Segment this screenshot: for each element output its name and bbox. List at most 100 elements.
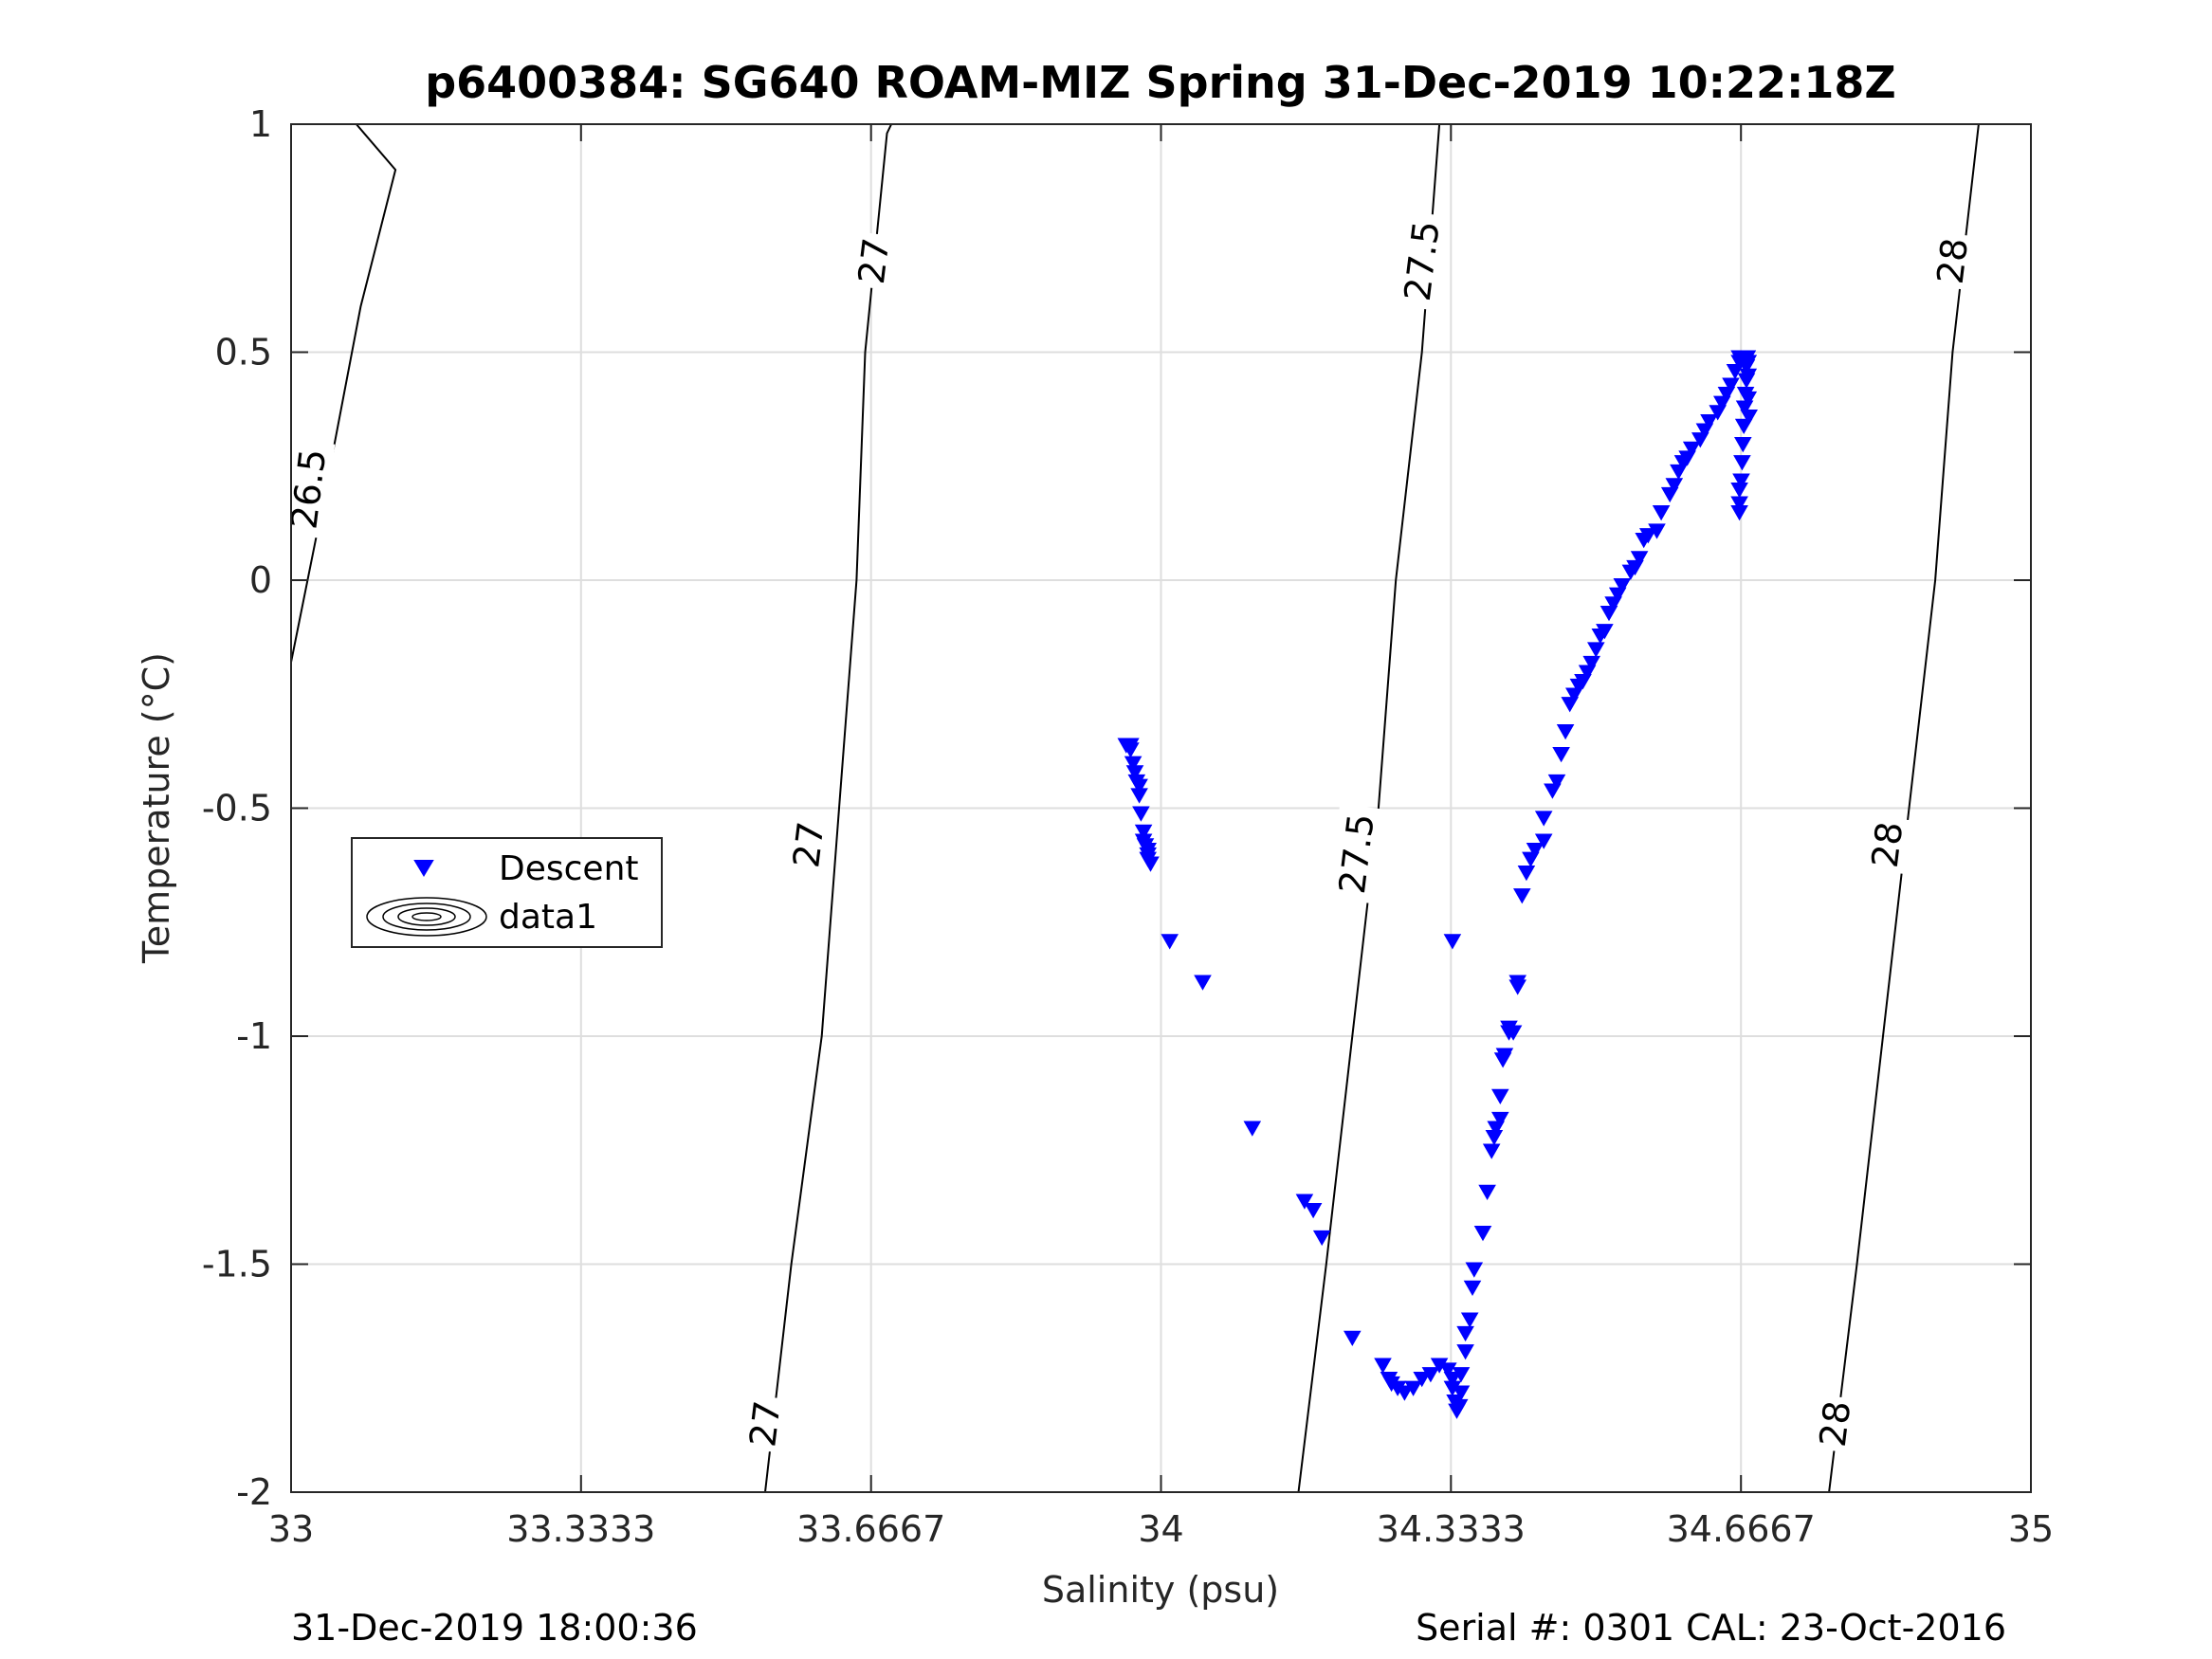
- descent-point: [1439, 1362, 1457, 1378]
- descent-point: [1730, 496, 1748, 512]
- descent-point: [1130, 788, 1148, 804]
- contour-label-bg: [848, 231, 899, 291]
- descent-point: [1452, 1385, 1471, 1401]
- descent-point: [1452, 1367, 1471, 1383]
- descent-point: [1312, 1230, 1331, 1247]
- descent-point: [1124, 756, 1143, 772]
- descent-point: [1739, 368, 1758, 385]
- x-tick-label: 35: [2008, 1508, 2054, 1550]
- descent-point: [1495, 1048, 1514, 1064]
- contour-label-27.5: 27.5: [1327, 803, 1383, 903]
- y-tick-label: -1.5: [202, 1244, 272, 1285]
- descent-point: [1734, 418, 1753, 435]
- descent-point: [1443, 1372, 1462, 1388]
- contour-label-27: 27: [848, 231, 899, 291]
- descent-point: [1517, 866, 1536, 882]
- descent-point: [1460, 1312, 1479, 1328]
- y-tick-label: -2: [236, 1471, 272, 1513]
- contour-label-28: 28: [1927, 231, 1977, 291]
- descent-point: [1613, 578, 1632, 594]
- descent-point: [1730, 505, 1748, 521]
- y-tick-label: 0: [249, 559, 272, 601]
- descent-point: [1125, 765, 1144, 781]
- contour-label-text: 27: [785, 819, 832, 869]
- descent-point: [1732, 473, 1750, 489]
- y-tick-label: 1: [249, 103, 272, 145]
- footer-serial-cal: Serial #: 0301 CAL: 23-Oct-2016: [1416, 1607, 2006, 1649]
- descent-point: [1243, 1121, 1262, 1137]
- contour-label-bg: [782, 814, 833, 875]
- x-tick-label: 34.3333: [1377, 1508, 1526, 1550]
- y-axis-label: Temperature (°C): [136, 652, 177, 964]
- descent-point: [1534, 833, 1553, 849]
- legend-descent-marker: [413, 860, 434, 877]
- descent-point: [1142, 856, 1160, 872]
- contour-26.5: [290, 123, 397, 663]
- contour-label-text: 28: [1864, 819, 1911, 869]
- descent-point: [1582, 655, 1600, 672]
- legend: Descent data1: [351, 837, 663, 948]
- descent-point: [1130, 778, 1148, 794]
- descent-point: [1491, 1088, 1509, 1105]
- contour-label-27: 27: [739, 1394, 790, 1453]
- descent-point: [1722, 377, 1740, 393]
- descent-point: [1508, 979, 1526, 995]
- descent-point: [1161, 934, 1179, 950]
- chart-title: p6400384: SG640 ROAM-MIZ Spring 31-Dec-2…: [425, 57, 1896, 108]
- x-tick-label: 34.6667: [1667, 1508, 1816, 1550]
- descent-point: [1413, 1372, 1431, 1388]
- descent-point: [1482, 1143, 1501, 1159]
- descent-point: [1465, 1262, 1484, 1278]
- y-tick-label: -0.5: [202, 788, 272, 830]
- descent-point: [1740, 410, 1758, 426]
- descent-series: [1117, 350, 1758, 1419]
- legend-descent-label: Descent: [499, 849, 639, 888]
- contour-label-text: 28: [1929, 236, 1977, 286]
- x-tick-label: 33.3333: [506, 1508, 655, 1550]
- contour-label-text: 27: [850, 236, 898, 286]
- descent-point: [1630, 551, 1649, 567]
- contour-label-text: 27: [741, 1398, 789, 1449]
- contour-label-27: 27: [782, 814, 833, 875]
- legend-data1-label: data1: [499, 898, 597, 937]
- descent-point: [1734, 436, 1752, 453]
- descent-point: [1596, 624, 1614, 640]
- descent-point: [1456, 1325, 1474, 1342]
- descent-point: [1396, 1385, 1414, 1401]
- contour-label-bg: [280, 439, 336, 539]
- contour-label-text: 28: [1812, 1398, 1859, 1449]
- descent-point: [1344, 1330, 1362, 1347]
- descent-point: [1513, 888, 1531, 904]
- descent-point: [1739, 391, 1758, 408]
- contour-27: [764, 123, 893, 1493]
- y-tick-label: 0.5: [215, 332, 272, 374]
- descent-point: [1421, 1367, 1440, 1383]
- contour-label-27.5: 27.5: [1393, 210, 1449, 311]
- descent-point: [1665, 478, 1684, 494]
- descent-point: [1700, 413, 1718, 430]
- descent-point: [1556, 723, 1575, 740]
- contour-label-28: 28: [1809, 1394, 1859, 1453]
- descent-point: [1478, 1184, 1496, 1201]
- descent-point: [1739, 355, 1758, 371]
- legend-box: [351, 837, 663, 948]
- descent-point: [1491, 1111, 1509, 1128]
- contour-label-bg: [1393, 210, 1449, 311]
- contour-label-bg: [1861, 814, 1911, 875]
- descent-point: [1374, 1358, 1392, 1374]
- descent-point: [1552, 747, 1570, 763]
- descent-point: [1304, 1203, 1323, 1219]
- axis-ticks: 33 33.3333 33.6667 34 34.3333 34.6667 35 -2 -1.5…: [202, 103, 2054, 1550]
- descent-point: [1134, 824, 1153, 841]
- contour-label-text: 27.5: [1397, 219, 1448, 303]
- contour-label-bg: [1809, 1394, 1859, 1453]
- descent-point: [1587, 642, 1605, 658]
- descent-point: [1473, 1226, 1492, 1242]
- descent-point: [1443, 934, 1462, 950]
- descent-point: [1122, 742, 1140, 758]
- descent-point: [1652, 505, 1671, 521]
- descent-point: [1194, 975, 1212, 991]
- descent-point: [1463, 1280, 1482, 1297]
- contour-label-bg: [739, 1394, 790, 1453]
